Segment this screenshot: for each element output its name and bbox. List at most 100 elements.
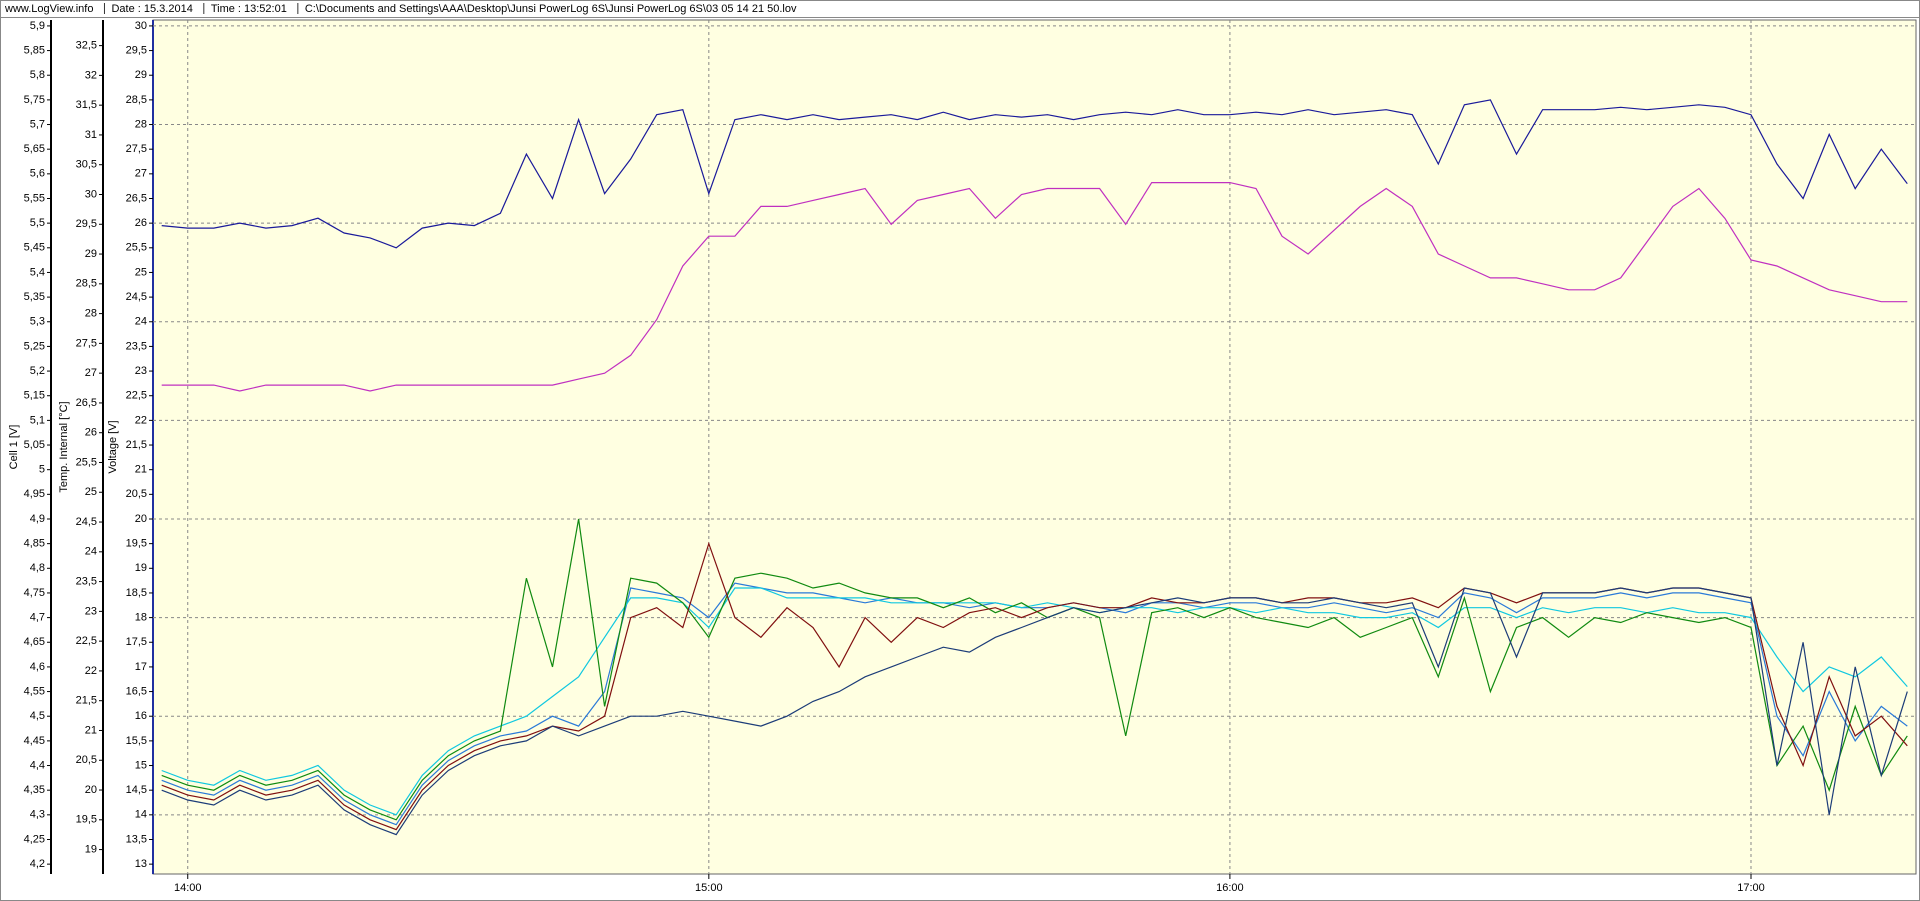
- y-tick-label: 28: [85, 308, 97, 320]
- y-tick-label: 20,5: [76, 754, 97, 766]
- y-tick-label: 24: [135, 316, 147, 328]
- y-tick-label: 15,5: [126, 735, 147, 747]
- y-tick-label: 31: [85, 129, 97, 141]
- y-axis-title: Voltage [V]: [107, 420, 119, 473]
- header-text: Time : 13:52:01: [211, 3, 287, 15]
- y-tick-label: 29,5: [76, 218, 97, 230]
- y-tick-label: 23,5: [76, 575, 97, 587]
- y-tick-label: 17: [135, 661, 147, 673]
- y-tick-label: 22,5: [126, 390, 147, 402]
- y-tick-label: 26,5: [126, 192, 147, 204]
- y-tick-label: 27: [85, 367, 97, 379]
- y-tick-label: 4,3: [30, 809, 45, 821]
- y-tick-label: 30: [85, 188, 97, 200]
- y-tick-label: 32: [85, 69, 97, 81]
- y-tick-label: 4,45: [24, 735, 45, 747]
- header-text: www.LogView.info: [4, 3, 93, 15]
- y-tick-label: 23: [85, 605, 97, 617]
- y-tick-label: 18: [135, 612, 147, 624]
- y-tick-label: 4,2: [30, 858, 45, 870]
- y-tick-label: 23: [135, 365, 147, 377]
- y-tick-label: 19: [85, 843, 97, 855]
- y-tick-label: 5,85: [24, 44, 45, 56]
- y-tick-label: 24,5: [76, 516, 97, 528]
- y-tick-label: 32,5: [76, 40, 97, 52]
- y-tick-label: 16,5: [126, 685, 147, 697]
- y-tick-label: 5,7: [30, 118, 45, 130]
- y-tick-label: 24: [85, 546, 97, 558]
- y-tick-label: 29,5: [126, 44, 147, 56]
- y-tick-label: 5,45: [24, 242, 45, 254]
- y-tick-label: 5,6: [30, 168, 45, 180]
- header-text: C:\Documents and Settings\AAA\Desktop\Ju…: [305, 3, 797, 15]
- y-tick-label: 19,5: [76, 814, 97, 826]
- series-line: [161, 182, 1908, 392]
- y-tick-label: 28: [135, 118, 147, 130]
- y-tick-label: 29: [85, 248, 97, 260]
- y-tick-label: 21,5: [76, 695, 97, 707]
- y-tick-label: 4,9: [30, 513, 45, 525]
- series-line: [161, 582, 1908, 826]
- y-tick-label: 5,4: [30, 266, 45, 278]
- y-tick-label: 30: [135, 20, 147, 32]
- y-tick-label: 5,05: [24, 439, 45, 451]
- y-tick-label: 22: [85, 665, 97, 677]
- y-tick-label: 20,5: [126, 488, 147, 500]
- y-tick-label: 13,5: [126, 833, 147, 845]
- y-tick-label: 14,5: [126, 784, 147, 796]
- y-tick-label: 22,5: [76, 635, 97, 647]
- y-tick-label: 29: [135, 69, 147, 81]
- y-tick-label: 19,5: [126, 538, 147, 550]
- y-tick-label: 5,3: [30, 316, 45, 328]
- x-tick-label: 15:00: [695, 882, 723, 894]
- y-tick-label: 4,85: [24, 538, 45, 550]
- y-tick-label: 27,5: [126, 143, 147, 155]
- y-tick-label: 22: [135, 414, 147, 426]
- series-line: [161, 587, 1908, 836]
- series-line: [161, 518, 1908, 821]
- y-tick-label: 4,25: [24, 833, 45, 845]
- y-tick-label: 5,2: [30, 365, 45, 377]
- series-line: [161, 587, 1908, 816]
- y-tick-label: 4,5: [30, 710, 45, 722]
- y-tick-label: 24,5: [126, 291, 147, 303]
- y-tick-label: 21: [85, 724, 97, 736]
- header-text: Date : 15.3.2014: [111, 3, 192, 15]
- y-tick-label: 5,9: [30, 20, 45, 32]
- y-tick-label: 5,5: [30, 217, 45, 229]
- y-tick-label: 4,7: [30, 612, 45, 624]
- y-tick-label: 25: [135, 266, 147, 278]
- y-tick-label: 21,5: [126, 439, 147, 451]
- x-tick-label: 14:00: [174, 882, 202, 894]
- y-tick-label: 25,5: [76, 456, 97, 468]
- y-tick-label: 5,8: [30, 69, 45, 81]
- y-tick-label: 4,95: [24, 488, 45, 500]
- y-tick-label: 30,5: [76, 159, 97, 171]
- y-tick-label: 13: [135, 858, 147, 870]
- y-tick-label: 23,5: [126, 340, 147, 352]
- y-tick-label: 16: [135, 710, 147, 722]
- y-tick-label: 5,25: [24, 340, 45, 352]
- y-tick-label: 26: [135, 217, 147, 229]
- y-tick-label: 31,5: [76, 99, 97, 111]
- y-tick-label: 20: [85, 784, 97, 796]
- x-tick-label: 17:00: [1737, 882, 1765, 894]
- y-tick-label: 5,55: [24, 192, 45, 204]
- y-tick-label: 4,65: [24, 636, 45, 648]
- y-tick-label: 4,8: [30, 562, 45, 574]
- y-tick-label: 14: [135, 809, 147, 821]
- y-tick-label: 27: [135, 168, 147, 180]
- y-tick-label: 28,5: [76, 278, 97, 290]
- series-line: [161, 99, 1908, 249]
- y-tick-label: 5: [39, 464, 45, 476]
- y-tick-label: 27,5: [76, 337, 97, 349]
- y-tick-label: 5,1: [30, 414, 45, 426]
- y-axis-title: Temp. Internal [°C]: [58, 401, 70, 492]
- y-axis-title: Cell 1 [V]: [8, 425, 20, 470]
- y-tick-label: 26,5: [76, 397, 97, 409]
- x-tick-label: 16:00: [1216, 882, 1244, 894]
- plot-area: [152, 19, 1917, 875]
- y-tick-label: 25,5: [126, 242, 147, 254]
